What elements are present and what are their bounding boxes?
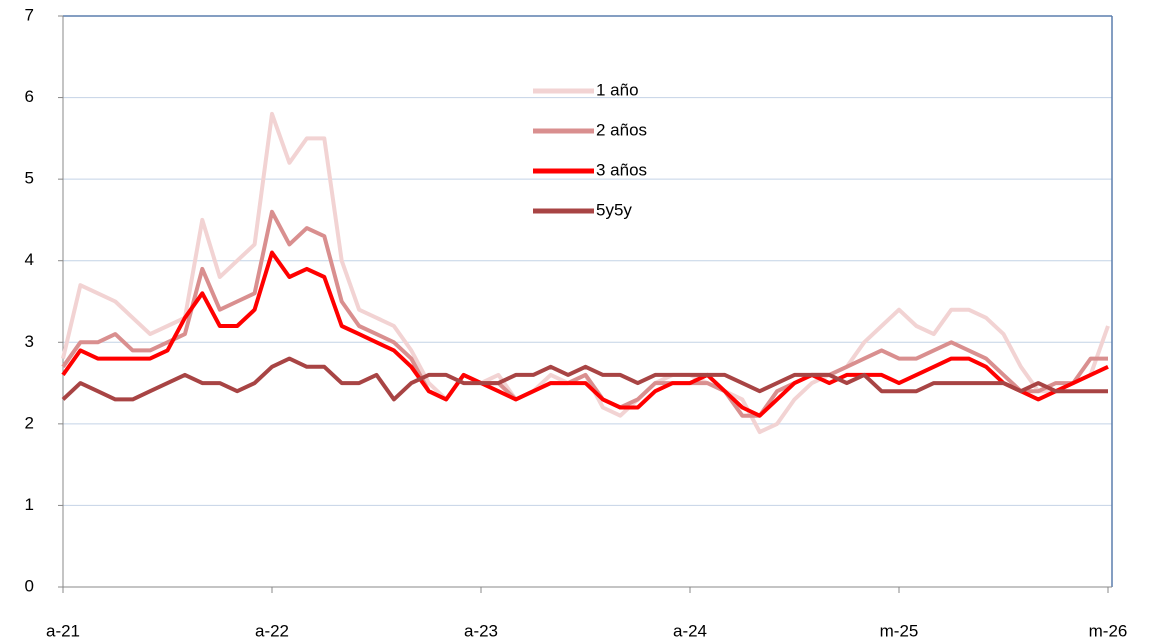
legend-label: 3 años bbox=[596, 160, 647, 179]
legend-label: 1 año bbox=[596, 80, 639, 99]
y-tick-label: 7 bbox=[25, 5, 34, 24]
y-tick-label: 2 bbox=[25, 413, 34, 432]
legend-label: 5y5y bbox=[596, 200, 632, 219]
series-line bbox=[61, 209, 1108, 418]
x-tick-label: a-23 bbox=[464, 621, 498, 640]
series-line bbox=[61, 250, 1109, 418]
x-tick-label: a-22 bbox=[255, 621, 289, 640]
y-tick-label: 3 bbox=[25, 332, 34, 351]
x-tick-label: m-26 bbox=[1089, 621, 1128, 640]
y-tick-label: 1 bbox=[25, 495, 34, 514]
y-tick-label: 4 bbox=[25, 250, 34, 269]
y-tick-label: 6 bbox=[25, 87, 34, 106]
x-tick-label: a-24 bbox=[673, 621, 707, 640]
y-tick-label: 5 bbox=[25, 169, 34, 188]
x-tick-label: m-25 bbox=[880, 621, 919, 640]
legend-label: 2 años bbox=[596, 120, 647, 139]
y-tick-label: 0 bbox=[25, 576, 34, 595]
x-tick-label: a-21 bbox=[46, 621, 80, 640]
series-line bbox=[61, 356, 1108, 402]
